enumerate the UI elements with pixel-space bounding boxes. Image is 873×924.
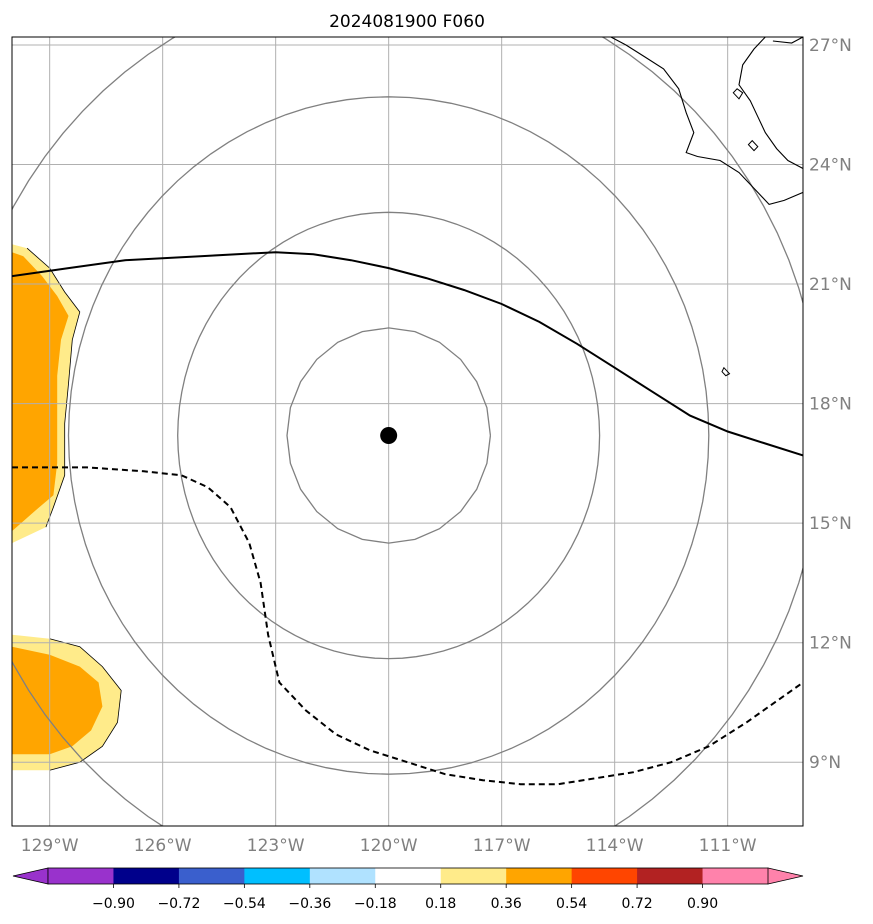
colorbar-tick-label: −0.54 xyxy=(223,896,266,912)
colorbar-segment xyxy=(506,868,573,884)
lat-tick-label: 24°N xyxy=(809,156,852,176)
colorbar-segment xyxy=(440,868,507,884)
lon-tick-label: 117°W xyxy=(473,836,531,856)
colorbar-segment xyxy=(178,868,245,884)
lat-tick-label: 12°N xyxy=(809,634,852,654)
colorbar-extend-low xyxy=(12,867,49,885)
colorbar-tick-label: −0.90 xyxy=(92,896,135,912)
figure-title: 2024081900 F060 xyxy=(329,12,485,32)
colorbar: −0.90 −0.72 −0.54 −0.36 −0.18 0.18 0.36 0.54 0.7… xyxy=(12,867,804,912)
anomaly-fills xyxy=(12,244,122,771)
latitude-labels: 9°N 12°N 15°N 18°N 21°N 24°N 27°N xyxy=(809,36,852,773)
colorbar-tick-label: 0.18 xyxy=(425,896,456,912)
range-rings xyxy=(12,37,803,826)
anomaly-region-mid xyxy=(12,646,103,755)
lon-tick-label: 114°W xyxy=(586,836,644,856)
colorbar-segment xyxy=(571,868,638,884)
anomaly-region-outline xyxy=(49,638,122,771)
range-ring xyxy=(67,96,710,775)
coastlines xyxy=(610,37,803,377)
colorbar-tick-label: −0.18 xyxy=(354,896,397,912)
colorbar-extend-high xyxy=(767,867,804,885)
map-background xyxy=(12,37,803,826)
lat-tick-label: 9°N xyxy=(809,753,841,773)
lat-tick-label: 18°N xyxy=(809,395,852,415)
colorbar-frame xyxy=(47,867,769,885)
longitude-labels: 129°W 126°W 123°W 120°W 117°W 114°W 111°W xyxy=(21,836,757,856)
coastline xyxy=(738,37,803,169)
storm-center-marker xyxy=(380,426,398,444)
colorbar-segment xyxy=(637,868,704,884)
colorbar-tick-label: 0.90 xyxy=(687,896,718,912)
lon-tick-label: 120°W xyxy=(360,836,418,856)
anomaly-region-mid xyxy=(12,252,69,532)
lon-tick-label: 111°W xyxy=(699,836,757,856)
contour-dashed xyxy=(12,466,803,786)
colorbar-segment xyxy=(309,868,376,884)
storm-center xyxy=(380,426,398,444)
coastline xyxy=(772,37,803,44)
colorbar-tick-label: −0.36 xyxy=(288,896,331,912)
colorbar-segment xyxy=(375,868,442,884)
colorbar-segment xyxy=(244,868,311,884)
colorbar-tick-label: −0.72 xyxy=(157,896,200,912)
lat-tick-label: 21°N xyxy=(809,275,852,295)
lon-tick-label: 123°W xyxy=(247,836,305,856)
lat-tick-label: 27°N xyxy=(809,36,852,56)
contours xyxy=(12,251,803,786)
anomaly-region-outline xyxy=(26,247,81,528)
coastline xyxy=(610,37,803,206)
range-ring xyxy=(177,211,601,660)
island xyxy=(721,366,731,377)
range-ring xyxy=(12,37,803,826)
range-ring xyxy=(286,327,492,544)
lon-tick-label: 126°W xyxy=(134,836,192,856)
contour-solid xyxy=(12,251,803,457)
colorbar-tick-label: 0.36 xyxy=(491,896,522,912)
colorbar-segment xyxy=(113,868,180,884)
map-frame xyxy=(11,36,804,827)
map-area xyxy=(11,36,804,827)
colorbar-segment xyxy=(48,868,114,884)
island xyxy=(732,88,744,100)
colorbar-segment xyxy=(702,868,769,884)
lon-tick-label: 129°W xyxy=(21,836,79,856)
colorbar-tick-label: 0.72 xyxy=(622,896,653,912)
colorbar-tick-label: 0.54 xyxy=(556,896,587,912)
island xyxy=(747,139,759,152)
lat-tick-label: 15°N xyxy=(809,514,852,534)
